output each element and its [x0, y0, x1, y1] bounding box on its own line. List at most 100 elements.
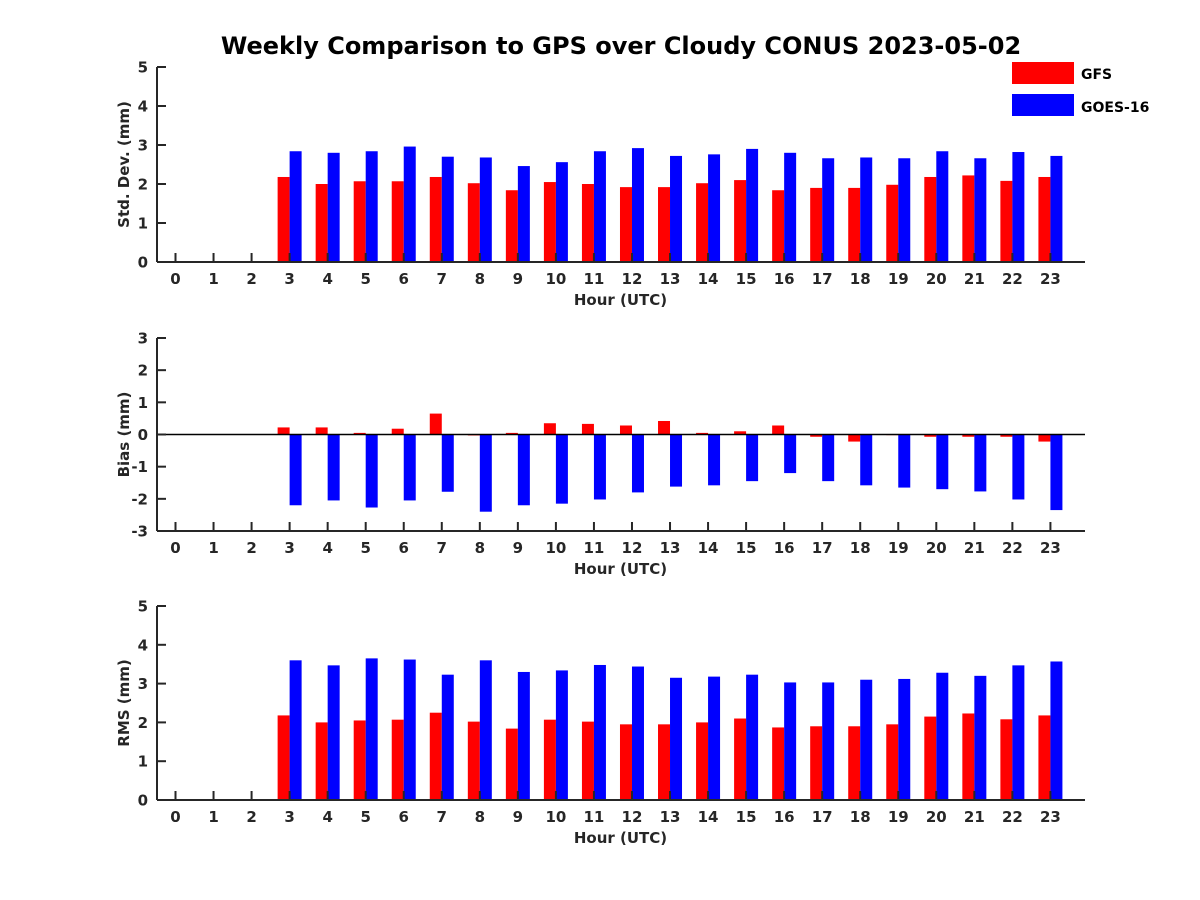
x-tick-label-rms-19: 19 [888, 808, 909, 826]
bar-bias-goes16-18 [860, 434, 873, 486]
x-tick-label-bias-5: 5 [360, 539, 370, 557]
bar-std-gfs-20 [924, 176, 937, 262]
x-tick-label-bias-11: 11 [584, 539, 605, 557]
bar-std-gfs-23 [1038, 176, 1051, 262]
bar-std-gfs-19 [886, 184, 899, 262]
bar-bias-gfs-12 [619, 425, 632, 435]
y-tick-label-bias-3: 0 [138, 426, 148, 444]
x-axis-label-bias: Hour (UTC) [574, 560, 667, 578]
x-tick-label-std-9: 9 [513, 270, 523, 288]
bar-std-gfs-18 [848, 187, 861, 262]
x-tick-label-bias-2: 2 [246, 539, 256, 557]
x-tick-label-std-11: 11 [584, 270, 605, 288]
bar-std-goes16-12 [631, 148, 644, 262]
x-tick-label-std-3: 3 [284, 270, 294, 288]
bar-rms-goes16-15 [746, 674, 759, 800]
x-tick-label-rms-17: 17 [812, 808, 833, 826]
x-tick-label-bias-14: 14 [698, 539, 719, 557]
x-tick-label-std-8: 8 [475, 270, 485, 288]
bar-std-goes16-21 [974, 158, 987, 262]
x-tick-label-bias-3: 3 [284, 539, 294, 557]
x-tick-label-bias-8: 8 [475, 539, 485, 557]
bar-bias-goes16-23 [1050, 434, 1063, 511]
x-tick-label-std-12: 12 [622, 270, 643, 288]
bar-rms-goes16-14 [708, 676, 721, 800]
x-tick-label-std-22: 22 [1002, 270, 1023, 288]
bar-bias-gfs-4 [315, 427, 328, 435]
x-tick-label-rms-22: 22 [1002, 808, 1023, 826]
bar-bias-goes16-3 [289, 434, 302, 506]
x-tick-label-std-10: 10 [545, 270, 566, 288]
x-tick-label-rms-4: 4 [322, 808, 332, 826]
x-tick-label-rms-13: 13 [660, 808, 681, 826]
bar-std-goes16-3 [289, 151, 302, 262]
y-tick-label-rms-1: 1 [138, 753, 148, 771]
legend-swatch-gfs [1012, 62, 1074, 84]
bar-rms-gfs-11 [581, 721, 594, 800]
x-tick-label-std-23: 23 [1040, 270, 1061, 288]
x-tick-label-std-0: 0 [170, 270, 180, 288]
x-axis-label-rms: Hour (UTC) [574, 829, 667, 847]
bar-rms-goes16-16 [784, 682, 797, 800]
bar-bias-gfs-22 [1000, 434, 1013, 437]
bar-rms-goes16-5 [365, 658, 378, 800]
bar-bias-goes16-19 [898, 434, 911, 488]
bar-bias-gfs-6 [391, 428, 404, 435]
x-tick-label-std-1: 1 [208, 270, 218, 288]
bar-std-gfs-6 [391, 181, 404, 262]
bar-std-gfs-4 [315, 184, 328, 262]
bar-rms-gfs-6 [391, 719, 404, 800]
bar-rms-gfs-4 [315, 722, 328, 800]
y-tick-label-rms-4: 4 [138, 636, 148, 654]
bar-bias-gfs-21 [962, 434, 975, 437]
y-tick-label-std-1: 1 [138, 215, 148, 233]
bar-rms-gfs-19 [886, 724, 899, 800]
x-tick-label-std-13: 13 [660, 270, 681, 288]
x-tick-label-std-16: 16 [774, 270, 795, 288]
bar-std-gfs-12 [619, 187, 632, 262]
legend-label-goes16: GOES-16 [1081, 100, 1149, 116]
bar-rms-gfs-18 [848, 726, 861, 800]
x-tick-label-std-6: 6 [399, 270, 409, 288]
x-tick-label-rms-1: 1 [208, 808, 218, 826]
y-tick-label-rms-3: 3 [138, 675, 148, 693]
x-tick-label-rms-7: 7 [437, 808, 447, 826]
x-tick-label-rms-0: 0 [170, 808, 180, 826]
bar-rms-goes16-12 [631, 666, 644, 800]
x-tick-label-bias-15: 15 [736, 539, 757, 557]
y-tick-label-bias-0: -3 [131, 523, 148, 541]
bar-rms-gfs-23 [1038, 715, 1051, 800]
x-tick-label-rms-15: 15 [736, 808, 757, 826]
bar-rms-goes16-8 [479, 660, 492, 800]
bar-rms-gfs-15 [734, 718, 747, 800]
y-axis-label-rms: RMS (mm) [115, 659, 133, 746]
bar-bias-goes16-12 [631, 434, 644, 493]
y-tick-label-bias-4: 1 [138, 394, 148, 412]
bar-bias-gfs-3 [277, 427, 290, 435]
x-axis-label-std: Hour (UTC) [574, 291, 667, 309]
y-tick-label-bias-2: -1 [131, 458, 148, 476]
bar-rms-gfs-17 [810, 726, 823, 800]
bar-bias-gfs-18 [848, 434, 861, 442]
bar-bias-gfs-17 [810, 434, 823, 437]
x-tick-label-std-15: 15 [736, 270, 757, 288]
bar-bias-goes16-13 [670, 434, 683, 487]
x-tick-label-rms-14: 14 [698, 808, 719, 826]
bar-bias-gfs-11 [581, 423, 594, 435]
bar-rms-goes16-7 [441, 674, 454, 800]
bar-std-gfs-11 [581, 184, 594, 262]
x-tick-label-std-2: 2 [246, 270, 256, 288]
bar-rms-gfs-12 [619, 724, 632, 800]
x-tick-label-bias-20: 20 [926, 539, 947, 557]
x-tick-label-std-17: 17 [812, 270, 833, 288]
x-tick-label-rms-9: 9 [513, 808, 523, 826]
bar-std-gfs-21 [962, 175, 975, 262]
bar-bias-gfs-10 [543, 423, 556, 435]
x-tick-label-std-18: 18 [850, 270, 871, 288]
x-tick-label-rms-10: 10 [545, 808, 566, 826]
x-tick-label-bias-22: 22 [1002, 539, 1023, 557]
x-tick-label-bias-6: 6 [399, 539, 409, 557]
bar-std-goes16-23 [1050, 155, 1063, 262]
